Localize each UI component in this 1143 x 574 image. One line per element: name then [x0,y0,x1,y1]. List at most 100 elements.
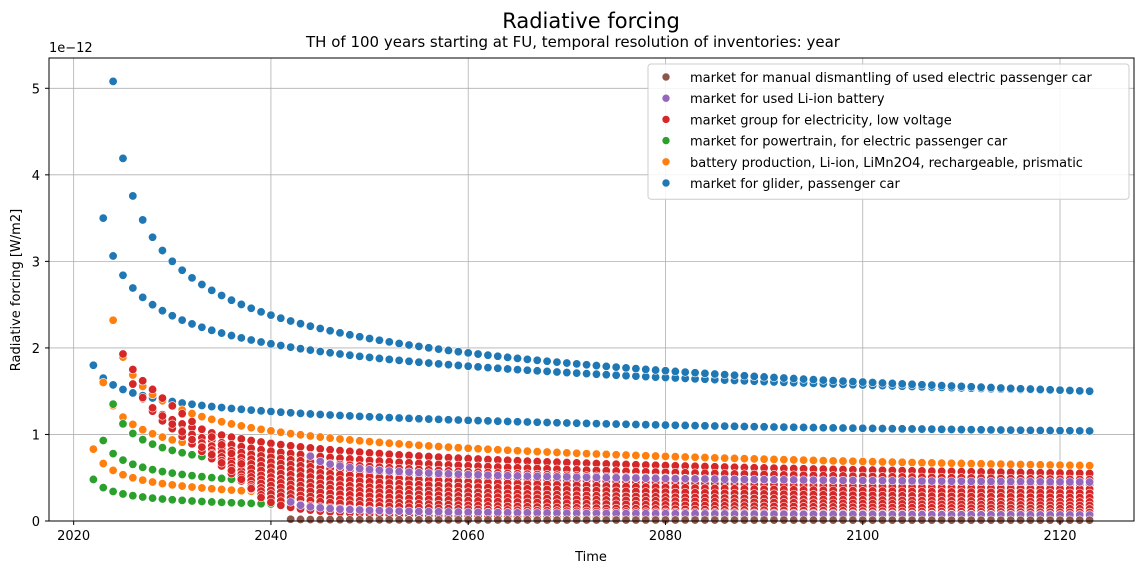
data-point [651,515,661,525]
data-point [305,502,315,512]
data-point [601,449,611,459]
data-point [414,357,424,367]
data-point [177,495,187,505]
data-point [424,515,434,525]
data-point [276,427,286,437]
data-point [937,458,947,468]
y-tick-label: 3 [32,255,40,270]
data-point [305,451,315,461]
data-point [404,413,414,423]
data-point [907,515,917,525]
data-point [365,412,375,422]
data-point [730,515,740,525]
data-point [1075,460,1085,470]
data-point [976,515,986,525]
data-point [887,378,897,388]
data-point [897,476,907,486]
data-point [680,515,690,525]
data-point [680,420,690,430]
data-point [739,421,749,431]
data-point [542,366,552,376]
data-point [947,515,957,525]
data-point [217,328,227,338]
data-point [907,424,917,434]
data-point [138,462,148,472]
data-point [138,215,148,225]
data-point [384,438,394,448]
legend-entry-label: market for glider, passenger car [690,177,900,192]
data-point [1016,477,1026,487]
data-point [591,515,601,525]
data-point [374,335,384,345]
data-point [1006,477,1016,487]
data-point [917,380,927,390]
data-point [611,450,621,460]
legend-marker [661,115,671,124]
data-point [128,473,138,483]
data-point [207,473,217,483]
data-point [1016,425,1026,435]
data-point [365,505,375,515]
legend-marker [661,136,671,145]
data-point [670,366,680,376]
data-point [818,375,828,385]
data-point [453,469,463,479]
data-point [384,506,394,516]
data-point [720,515,730,525]
data-point [700,453,710,463]
data-point [552,357,562,367]
data-point [226,448,236,458]
data-point [443,507,453,517]
data-point [217,417,227,427]
data-point [187,450,197,460]
data-point [631,473,641,483]
data-point [453,507,463,517]
data-point [187,319,197,329]
data-point [670,474,680,484]
data-point [217,458,227,468]
data-point [315,324,325,334]
data-point [365,334,375,344]
data-point [207,414,217,424]
data-point [286,316,296,326]
data-point [513,515,523,525]
data-point [660,366,670,376]
data-point [660,420,670,430]
data-point [315,444,325,454]
data-point [266,339,276,349]
x-tick-label: 2060 [452,529,485,544]
data-point [947,424,957,434]
data-point [779,455,789,465]
data-point [108,380,118,390]
data-point [503,515,513,525]
data-point [1006,383,1016,393]
data-point [128,365,138,375]
data-point [1006,515,1016,525]
data-point [986,476,996,486]
data-point [720,474,730,484]
data-point [966,425,976,435]
data-point [434,414,444,424]
data-point [591,369,601,379]
data-point [108,399,118,409]
chart-title: Radiative forcing [502,9,680,33]
data-point [187,416,197,426]
data-point [217,473,227,483]
y-axis-label: Radiative forcing [W/m2] [9,209,24,371]
data-point [148,477,158,487]
data-point [1016,515,1026,525]
data-point [818,423,828,433]
data-point [266,407,276,417]
data-point [1055,477,1065,487]
data-point [374,437,384,447]
data-point [582,418,592,428]
data-point [927,476,937,486]
data-point [907,476,917,486]
data-point [384,354,394,364]
data-point [493,416,503,426]
data-point [858,377,868,387]
data-point [226,432,236,442]
data-point [1035,384,1045,394]
data-point [365,465,375,475]
data-point [473,507,483,517]
